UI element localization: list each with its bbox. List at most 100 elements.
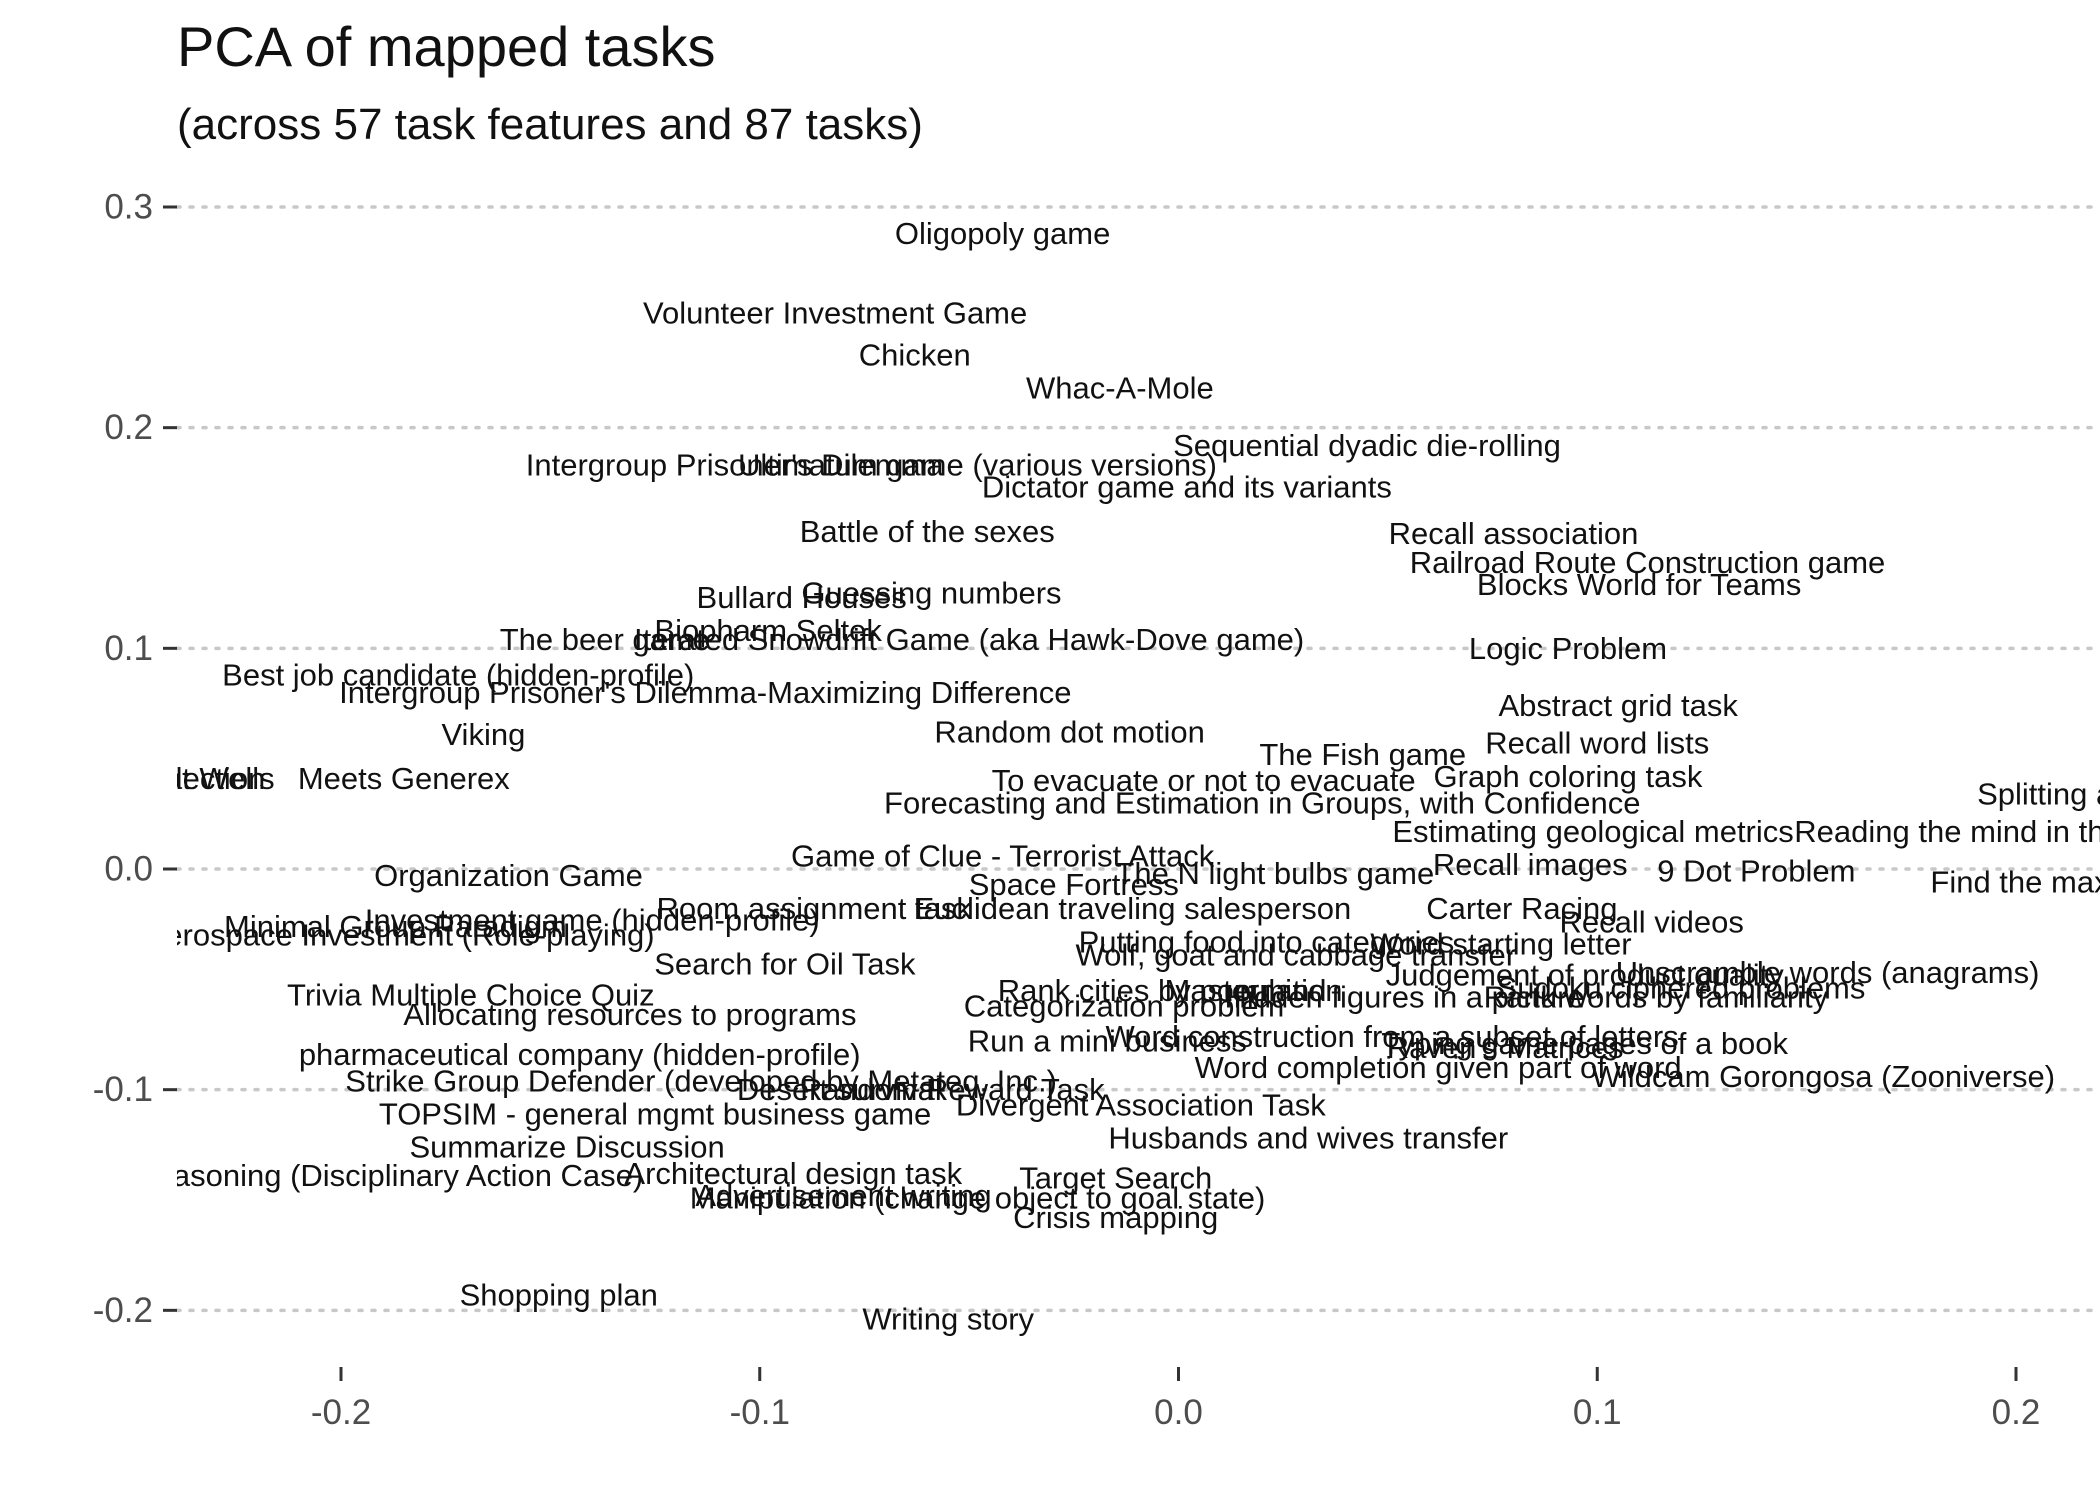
- point-label: Wildcat Wells: [89, 761, 274, 796]
- y-tick-label: 0.2: [104, 408, 153, 447]
- x-tick-label: 0.1: [1573, 1393, 1622, 1432]
- point-label: pharmaceutical company (hidden-profile): [299, 1037, 861, 1072]
- point-label: Strike Group Defender (developed by Meta…: [345, 1063, 1057, 1098]
- axes: -0.2 -0.1 0.0 0.1 0.2 0.3 -0.2 -0.1 0.0 0.1 0.2: [93, 187, 2041, 1432]
- point-label: Viking: [441, 717, 525, 752]
- point-label: Recall association: [1389, 516, 1639, 551]
- point-label: Volunteer Investment Game: [643, 295, 1027, 330]
- point-label: TOPSIM - general mgmt business game: [379, 1096, 931, 1131]
- point-label: Judgement of product quality: [1386, 957, 1785, 992]
- point-label: Guessing numbers: [801, 576, 1061, 611]
- point-label: Trivia Multiple Choice Quiz: [287, 977, 655, 1012]
- point-label: Advertisement writing: [695, 1178, 991, 1213]
- point-label: Abstract grid task: [1498, 688, 1738, 723]
- point-label: Hidden figures in a picture: [1225, 979, 1585, 1014]
- point-label: Categorization problem: [964, 988, 1285, 1023]
- point-label: Random Reward Task: [800, 1072, 1105, 1107]
- chart-subtitle: (across 57 task features and 87 tasks): [177, 100, 923, 149]
- point-label: Rank cities by population: [998, 973, 1343, 1008]
- point-label: Recall word lists: [1485, 726, 1709, 761]
- point-label: Typing game pages of a book: [1381, 1026, 1788, 1061]
- point-label: Blocks World for Teams: [1477, 567, 1801, 602]
- point-label: Manipulation (change object to goal stat…: [690, 1180, 1266, 1215]
- x-tick-label: 0.0: [1154, 1393, 1203, 1432]
- point-label: 9 Dot Problem: [1657, 854, 1855, 889]
- point-label: Husbands and wives transfer: [1108, 1121, 1508, 1156]
- point-label: Moral Reasoning (Disciplinary Action Cas…: [47, 1158, 643, 1193]
- point-label: Wildcam Gorongosa (Zooniverse): [1592, 1059, 2055, 1094]
- point-label: Putting food into categories: [1079, 924, 1455, 959]
- point-label: Mastermind: [1165, 973, 1327, 1008]
- point-label: The beer game: [500, 622, 710, 657]
- point-label: Intergroup Prisoner's Dilemma: [526, 448, 944, 483]
- point-label: Recall videos: [1560, 904, 1744, 939]
- point-label: Oligopoly game: [895, 216, 1110, 251]
- point-label: Run a mini business: [968, 1024, 1247, 1059]
- point-label: Find the maximum: [1930, 865, 2100, 900]
- point-label: Chicken: [859, 337, 971, 372]
- point-label: Random dot motion: [934, 715, 1205, 750]
- point-label: Summarize Discussion: [409, 1130, 724, 1165]
- point-label: Divergent Association Task: [956, 1088, 1326, 1123]
- point-label: Room assignment task: [657, 891, 973, 926]
- point-label: The Fish game: [1259, 737, 1466, 772]
- point-label: Reading the mind in the eyes: [1794, 814, 2100, 849]
- x-tick-label: -0.1: [730, 1393, 790, 1432]
- y-tick-label: 0.3: [104, 187, 153, 226]
- point-label: Word completion given part of word: [1195, 1050, 1682, 1085]
- point-label: Allocating resources to programs: [403, 997, 856, 1032]
- point-label: Estimating geological metrics: [1392, 814, 1793, 849]
- y-tick-label: 0.1: [104, 629, 153, 668]
- point-label: Raven's Matrices: [1387, 1030, 1624, 1065]
- point-label: Organization Game: [374, 858, 643, 893]
- point-label: Search for Oil Task: [654, 946, 916, 981]
- y-tick-label: -0.2: [93, 1291, 153, 1330]
- point-label: Writing story: [862, 1302, 1034, 1337]
- point-label: Aerospace Investment (Role-playing): [145, 918, 655, 953]
- point-label: Architectural design task: [624, 1156, 962, 1191]
- point-label: Forecasting and Estimation in Groups, wi…: [884, 785, 1640, 820]
- point-label: Railroad Route Construction game: [1410, 545, 1886, 580]
- point-label: Sequential dyadic die-rolling: [1173, 428, 1561, 463]
- chart-title: PCA of mapped tasks: [177, 15, 716, 78]
- point-label: Graph coloring task: [1434, 759, 1703, 794]
- point-label: Dictator game and its variants: [982, 470, 1392, 505]
- point-label: Meets Generex: [298, 761, 510, 796]
- point-label: Crisis mapping: [1013, 1200, 1218, 1235]
- point-label: Unscramble words (anagrams): [1616, 955, 2040, 990]
- point-label: Cognitive Reflection: [0, 761, 265, 796]
- x-tick-label: -0.2: [311, 1393, 371, 1432]
- y-tick-label: -0.1: [93, 1070, 153, 1109]
- x-tick-label: 0.2: [1992, 1393, 2041, 1432]
- point-label: Logic Problem: [1469, 631, 1667, 666]
- point-label: Best job candidate (hidden-profile): [222, 657, 694, 692]
- gridlines: [175, 205, 2100, 1313]
- point-label: Carter Racing: [1426, 891, 1617, 926]
- point-label: Word construction from a subset of lette…: [1105, 1019, 1678, 1054]
- point-label: Biopharm Seltek: [654, 613, 882, 648]
- point-label: Wolf, goat and cabbage transfer: [1075, 938, 1516, 973]
- point-label: Game of Clue - Terrorist Attack: [791, 838, 1215, 873]
- point-label: Euclidean traveling salesperson: [914, 891, 1352, 926]
- point-label: Minimal Group Paradigm: [224, 909, 567, 944]
- point-label: Space Fortress: [969, 867, 1179, 902]
- point-label: To evacuate or not to evacuate: [992, 763, 1416, 798]
- point-label: Battle of the sexes: [800, 514, 1055, 549]
- point-label: Desert survival: [737, 1072, 942, 1107]
- point-label: Bullard Houses: [697, 580, 907, 615]
- y-tick-label: 0.0: [104, 850, 153, 889]
- point-label: Rank words by familiarity: [1484, 979, 1829, 1014]
- point-label: Word starting letter: [1370, 927, 1631, 962]
- point-labels: Oligopoly game Volunteer Investment Game C…: [0, 216, 2100, 1337]
- point-label: Investment game (hidden-profile): [365, 902, 820, 937]
- point-label: The N light bulbs game: [1115, 856, 1434, 891]
- point-label: Intergroup Prisoner's Dilemma-Maximizing…: [339, 675, 1071, 710]
- point-label: Target Search: [1019, 1160, 1212, 1195]
- point-label: Splitting a deck of cards: [1977, 776, 2100, 811]
- point-label: Recall images: [1433, 847, 1628, 882]
- point-label: Ultimatum game (various versions): [738, 448, 1217, 483]
- point-label: Shopping plan: [460, 1277, 658, 1312]
- point-label: Whac-A-Mole: [1026, 370, 1214, 405]
- point-label: Iterated Snowdrift Game (aka Hawk-Dove g…: [634, 622, 1304, 657]
